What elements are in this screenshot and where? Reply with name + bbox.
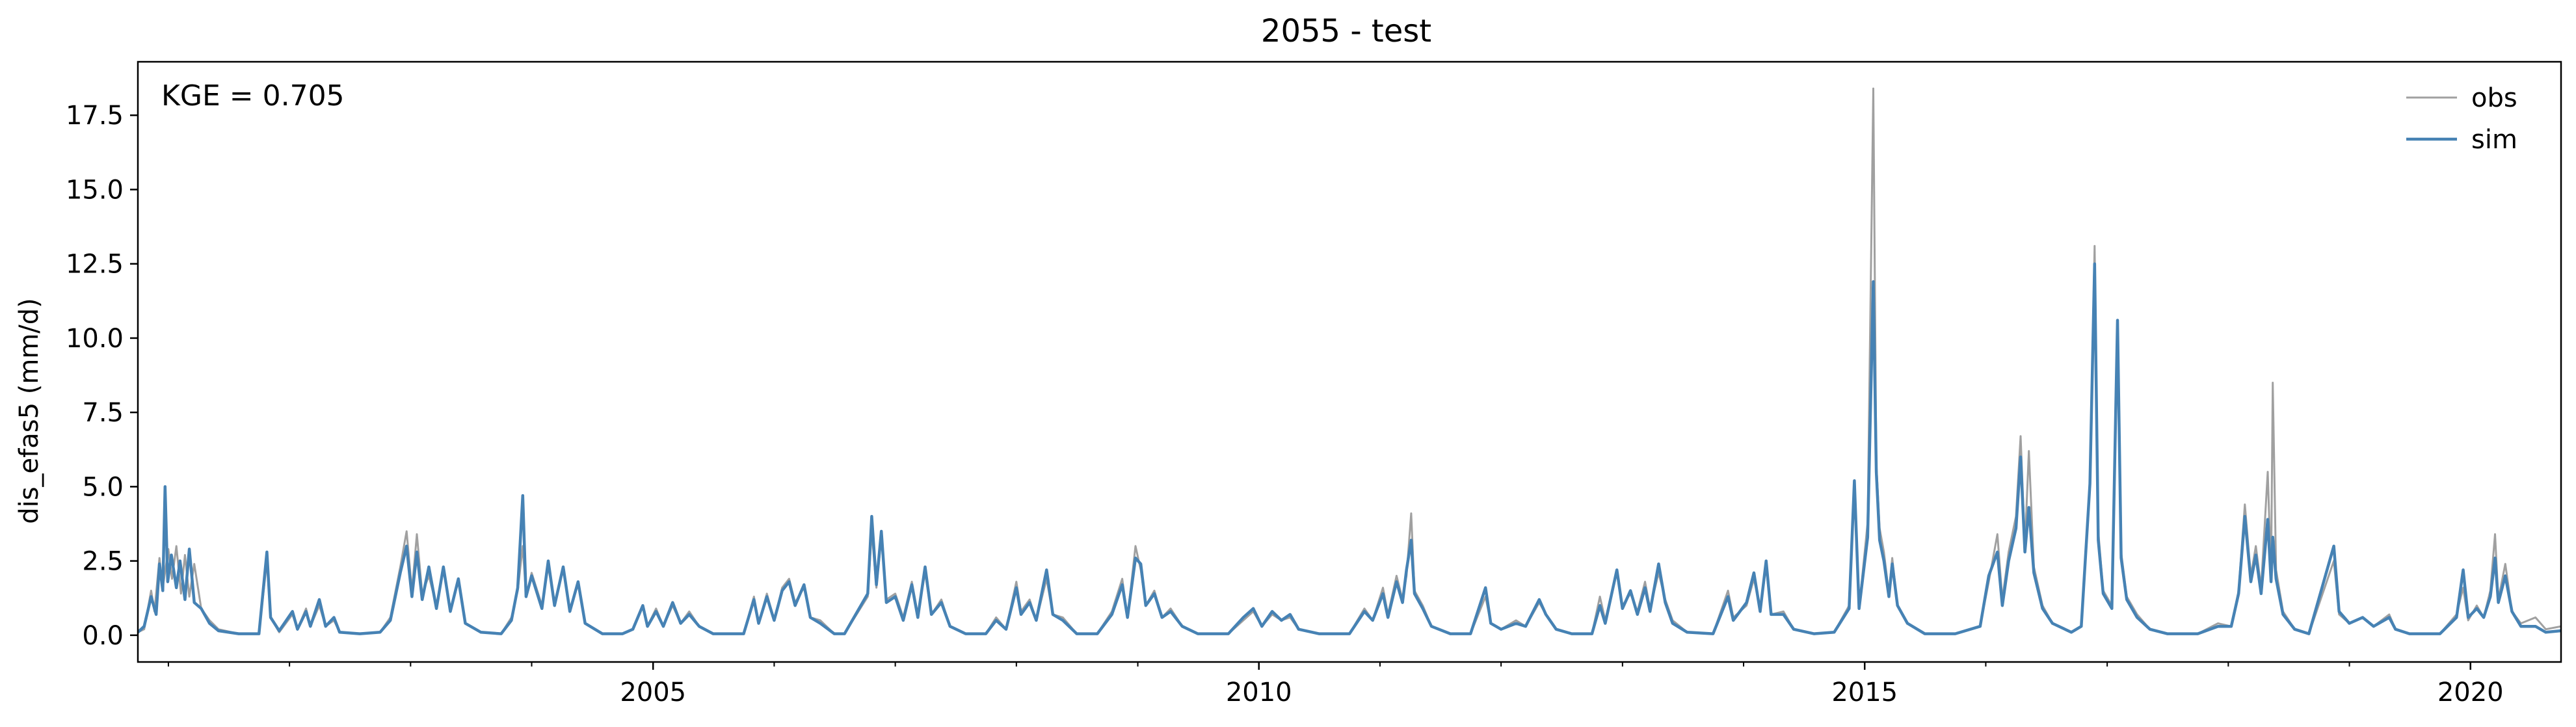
axes-frame	[137, 60, 2562, 663]
y-tick-label: 7.5	[82, 398, 124, 428]
legend-label-sim: sim	[2471, 125, 2517, 155]
y-tick-label: 15.0	[66, 175, 124, 205]
y-axis-label: dis_efas5 (mm/d)	[14, 298, 44, 524]
y-tick-label: 12.5	[66, 250, 124, 280]
y-tick-label: 2.5	[82, 547, 124, 577]
y-tick-label: 10.0	[66, 324, 124, 354]
chart-legend: obs sim	[2406, 83, 2517, 155]
x-tick-label: 2020	[2437, 678, 2504, 707]
x-tick-label: 2005	[620, 678, 686, 707]
y-tick-label: 0.0	[82, 621, 124, 651]
y-tick-label: 5.0	[82, 472, 124, 502]
kge-annotation: KGE = 0.705	[161, 79, 345, 112]
x-tick-label: 2010	[1226, 678, 1292, 707]
series-group	[138, 87, 2561, 635]
chart-title: 2055 - test	[1261, 13, 1431, 49]
plot-area: 0.0 2.5 5.0 7.5 10.0 12.5 15.0 17.5 2005 2010 2015…	[66, 60, 2562, 707]
legend-label-obs: obs	[2471, 83, 2517, 113]
y-tick-label: 17.5	[66, 101, 124, 131]
series-line-sim	[138, 262, 2561, 635]
x-tick-label: 2015	[1831, 678, 1898, 707]
